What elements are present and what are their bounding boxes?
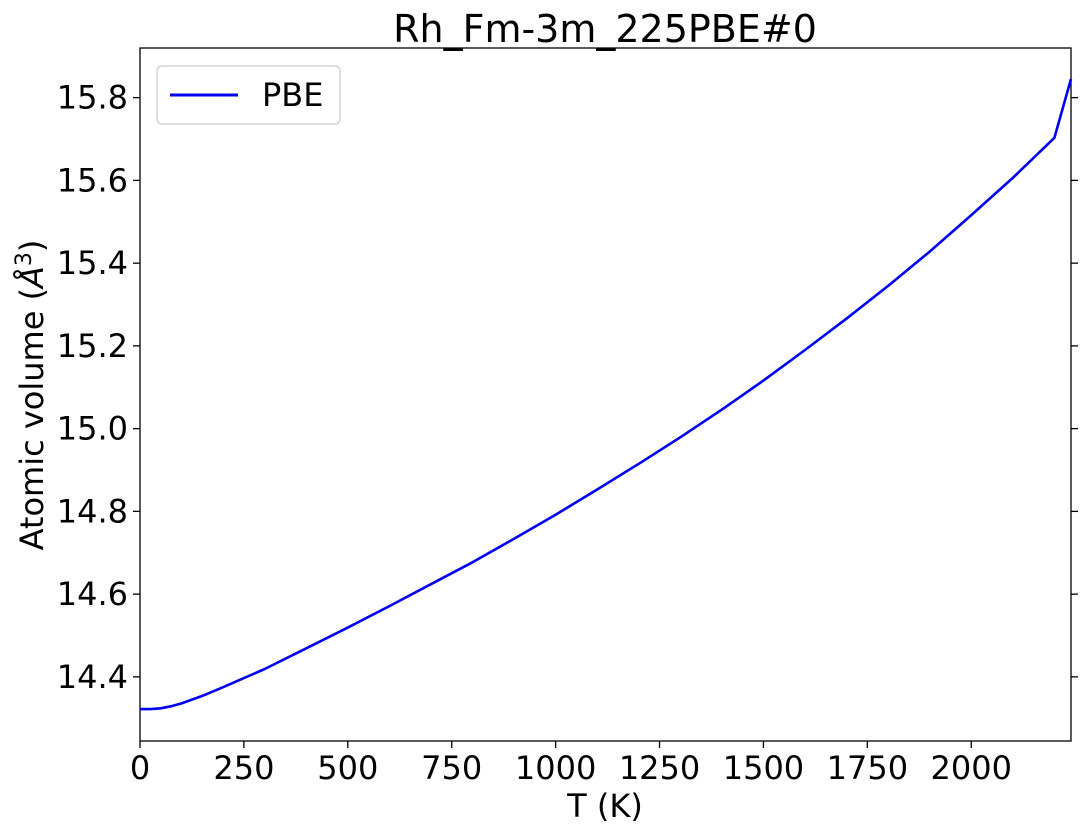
y-tick-label: 15.0 <box>57 410 128 448</box>
x-tick-label: 1500 <box>723 749 804 787</box>
chart-title: Rh_Fm-3m_225PBE#0 <box>393 7 817 51</box>
y-axis-label-main: Atomic volume ( <box>13 288 51 550</box>
x-tick-label: 1250 <box>619 749 700 787</box>
y-axis-label-close: ) <box>13 240 51 252</box>
series-layer <box>140 78 1073 711</box>
y-tick-label: 15.4 <box>57 244 128 282</box>
y-tick-label: 15.8 <box>57 79 128 117</box>
x-tick-label: 2000 <box>931 749 1012 787</box>
y-tick-label: 15.6 <box>57 161 128 199</box>
x-tick-label: 500 <box>317 749 378 787</box>
y-tick-label: 14.8 <box>57 492 128 530</box>
x-tick-label: 250 <box>213 749 274 787</box>
legend-box <box>156 65 341 125</box>
x-axis-label: T (K) <box>566 787 643 825</box>
y-axis-label-exp: 3 <box>12 252 37 266</box>
legend: PBE <box>156 65 341 125</box>
y-tick-label: 15.2 <box>57 327 128 365</box>
y-axis-label-unit: Å <box>13 266 51 290</box>
y-tick-label: 14.4 <box>57 658 128 696</box>
series-line-pbe <box>140 78 1073 711</box>
plot-area-frame <box>139 47 1072 742</box>
legend-label-pbe: PBE <box>262 76 323 114</box>
axis-ticks: 0 250 500 750 1000 1250 1500 1750 2000 14.4 14.6 14… <box>57 79 1078 787</box>
y-tick-label: 14.6 <box>57 575 128 613</box>
x-tick-label: 1750 <box>827 749 908 787</box>
y-axis-label: Atomic volume (Å3) <box>12 240 51 551</box>
x-tick-label: 0 <box>130 749 150 787</box>
x-tick-label: 750 <box>421 749 482 787</box>
x-tick-label: 1000 <box>515 749 596 787</box>
